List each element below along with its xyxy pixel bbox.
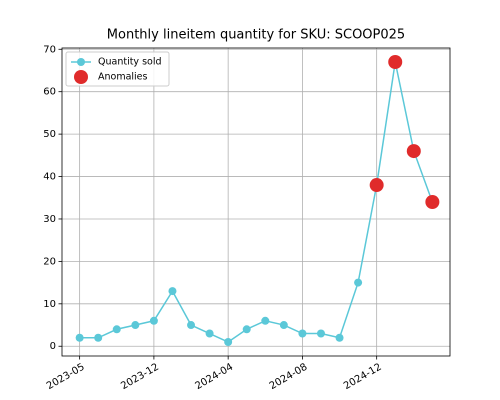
x-tick-label: 2023-12 — [119, 362, 161, 392]
x-tick-label: 2024-08 — [268, 362, 310, 392]
data-point — [335, 333, 344, 342]
data-point — [279, 321, 288, 330]
plot-frame — [61, 47, 451, 357]
data-point — [75, 333, 84, 342]
y-tick-label: 30 — [43, 214, 56, 225]
y-tick-label: 20 — [43, 256, 56, 267]
data-point — [187, 321, 196, 330]
data-point — [316, 329, 325, 338]
x-tick-label: 2024-04 — [193, 362, 235, 392]
anomaly-marker — [388, 55, 403, 69]
anomaly-marker — [369, 178, 384, 193]
chart-title: Monthly lineitem quantity for SKU: SCOOP… — [107, 28, 405, 43]
data-point — [224, 338, 233, 346]
legend-label: Anomalies — [98, 72, 148, 83]
anomaly-marker — [406, 144, 421, 159]
y-tick-label: 50 — [43, 129, 56, 140]
legend-box — [65, 51, 170, 87]
legend-marker — [77, 58, 85, 66]
anomaly-marker — [425, 195, 440, 209]
data-point — [354, 278, 363, 287]
legend-label: Quantity sold — [98, 57, 162, 68]
y-tick-label: 10 — [43, 299, 56, 310]
y-tick-label: 0 — [50, 341, 56, 352]
y-tick-label: 40 — [43, 172, 56, 183]
data-point — [205, 329, 214, 338]
data-point — [242, 325, 251, 334]
data-point — [298, 329, 307, 338]
x-tick-label: 2023-05 — [45, 362, 87, 392]
series-line — [79, 61, 434, 343]
data-point — [168, 287, 177, 296]
data-point — [131, 321, 140, 330]
data-point — [112, 325, 121, 334]
x-tick-label: 2024-12 — [342, 362, 384, 392]
data-point — [149, 316, 158, 325]
y-tick-label: 60 — [43, 87, 56, 98]
legend-marker — [74, 70, 88, 84]
data-point — [261, 316, 270, 325]
data-point — [94, 333, 103, 342]
y-tick-label: 70 — [43, 44, 56, 55]
